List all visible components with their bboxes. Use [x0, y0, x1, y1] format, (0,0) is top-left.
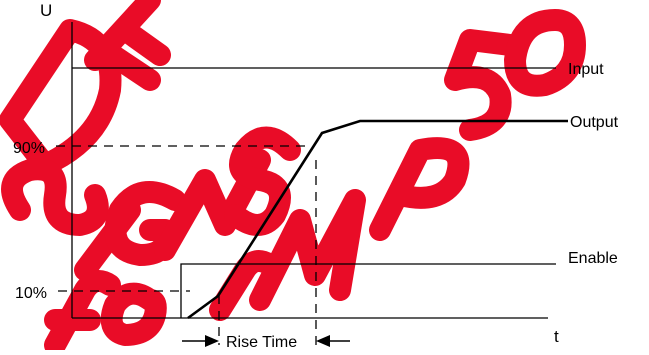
- watermark-letter: [44, 270, 121, 355]
- input-label: Input: [568, 61, 604, 78]
- watermark-letter: [0, 19, 122, 176]
- watermark-letter: [100, 282, 167, 346]
- enable-signal-step: [180, 263, 556, 318]
- watermark-letter: [444, 29, 521, 141]
- rise-time-left-arrowhead-icon: [205, 335, 219, 347]
- output-label: Output: [570, 114, 619, 131]
- rise-time-label: Rise Time: [226, 334, 297, 350]
- x-axis-label: t: [554, 327, 559, 346]
- watermark-letter: [84, 0, 171, 91]
- level-10-label: 10%: [15, 285, 47, 302]
- watermark-letter: [369, 137, 470, 241]
- watermark-letter: [154, 149, 271, 261]
- enable-label: Enable: [568, 250, 618, 267]
- output-signal-curve: [187, 119, 568, 320]
- level-90-label: 90%: [13, 140, 45, 157]
- rise-time-right-arrowhead-icon: [316, 335, 330, 347]
- watermark: [0, 0, 586, 355]
- watermark-letter: [1, 158, 109, 236]
- y-axis-label: U: [40, 1, 52, 20]
- watermark-letter: [504, 9, 586, 97]
- watermark-letter: [249, 189, 366, 311]
